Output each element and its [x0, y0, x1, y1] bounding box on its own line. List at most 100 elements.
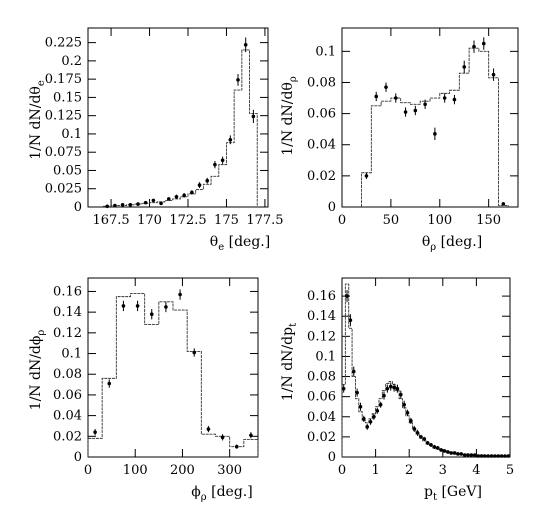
panel-pt: 00.020.040.060.080.10.120.140.160 1 2 3 4 5pt…	[280, 277, 514, 503]
data-point	[419, 435, 423, 439]
data-point	[345, 294, 349, 298]
data-point	[403, 110, 408, 114]
data-point	[164, 305, 168, 309]
y-tick-label: 0.125	[45, 109, 82, 124]
y-axis-title: 1/N dN/dθe	[28, 80, 47, 160]
x-tick-label: 167.5	[92, 213, 129, 228]
x-tick-label: 0	[84, 463, 92, 478]
y-tick-label: 0.12	[307, 329, 336, 344]
data-point	[469, 453, 474, 457]
y-tick-label: 0.06	[307, 107, 336, 122]
data-point	[234, 444, 239, 449]
data-point	[446, 450, 450, 454]
data-point	[382, 393, 386, 398]
y-axis-main: 1/N dN/dθ	[28, 86, 44, 160]
y-tick-label: 0.2	[61, 54, 82, 69]
y-tick-label: 0	[74, 200, 82, 215]
data-point	[220, 435, 225, 440]
data-point	[402, 402, 406, 407]
x-tick-label: 100	[427, 213, 452, 228]
data-point	[236, 78, 240, 82]
data-point	[365, 425, 370, 429]
data-point	[213, 162, 217, 167]
data-point	[399, 392, 403, 397]
y-tick-label: 0.02	[307, 169, 336, 184]
data-point	[481, 41, 486, 46]
x-axis-unit: [deg.]	[436, 234, 482, 250]
data-point	[362, 416, 366, 421]
y-tick-label: 0.025	[45, 182, 82, 197]
y-tick-label: 0.02	[307, 430, 336, 445]
data-point	[385, 386, 390, 391]
data-point	[392, 385, 396, 390]
data-point	[422, 437, 427, 441]
data-point	[341, 386, 346, 391]
data-point	[228, 137, 233, 142]
data-point	[128, 203, 133, 207]
y-axis-title: 1/N dN/dpt	[280, 323, 299, 401]
panel-phi-rho: 0 0.02 0.04 0.06 0.08 0.1 0.12 0.14 0.16 0 100 200 3…	[28, 277, 259, 503]
data-point	[476, 454, 480, 458]
data-point	[462, 453, 467, 457]
x-tick-label: 177.5	[246, 213, 283, 228]
data-point	[459, 452, 464, 456]
data-point	[452, 451, 457, 455]
data-point	[220, 158, 225, 163]
x-axis-symbol: θ	[210, 234, 218, 250]
x-axis-subscript: ρ	[430, 242, 436, 253]
data-point	[182, 193, 186, 198]
data-point	[499, 454, 504, 458]
data-point	[423, 102, 427, 107]
data-point	[439, 448, 443, 452]
data-point	[372, 414, 376, 419]
x-axis-symbol: ϕ	[191, 484, 201, 500]
x-axis-subscript: ρ	[201, 492, 207, 503]
data-point	[452, 97, 457, 102]
data-point	[105, 204, 110, 209]
x-tick-label: 300	[217, 463, 242, 478]
y-tick-label: 0.04	[307, 410, 336, 425]
mc-histogram	[87, 293, 259, 457]
data-point	[425, 441, 430, 445]
data-point	[384, 85, 388, 89]
y-axis-title: 1/N dN/dϕρ	[28, 330, 47, 411]
y-tick-label: 0.1	[61, 347, 82, 362]
data-point	[197, 183, 202, 187]
y-axis-main: 1/N dN/dθ	[280, 82, 296, 156]
x-axis-title: θρ [deg.]	[422, 234, 482, 253]
x-tick-label: 5	[506, 463, 514, 478]
y-axis-title: 1/N dN/dθρ	[280, 76, 299, 156]
x-tick-label: 50	[383, 213, 400, 228]
y-axis-subscript: e	[36, 80, 47, 86]
data-point	[393, 96, 398, 100]
data-point	[174, 194, 179, 199]
data-point	[249, 433, 253, 438]
data-point	[506, 454, 511, 458]
x-tick-label: 100	[123, 463, 148, 478]
data-point	[449, 451, 454, 455]
x-axis-title: θe [deg.]	[210, 234, 270, 253]
data-point	[496, 454, 501, 458]
y-axis-main: 1/N dN/dp	[280, 327, 296, 401]
y-tick-label: 0.08	[307, 75, 336, 90]
data-point	[351, 369, 356, 374]
data-point	[159, 201, 163, 206]
data-point	[456, 452, 460, 456]
data-point	[251, 114, 256, 119]
data-point	[466, 453, 470, 457]
x-axis-symbol: θ	[422, 234, 430, 250]
data-point	[489, 454, 494, 458]
y-tick-label: 0.175	[45, 72, 82, 87]
x-tick-label: 1	[371, 463, 379, 478]
x-tick-label: 150	[476, 213, 501, 228]
y-tick-label: 0	[328, 200, 336, 215]
data-point	[178, 292, 182, 297]
y-tick-label: 0.14	[53, 305, 82, 320]
plot-frame	[341, 27, 519, 208]
y-tick-label: 0.06	[307, 390, 336, 405]
mc-histogram	[361, 47, 509, 207]
x-tick-label: 172.5	[169, 213, 206, 228]
data-point	[413, 108, 418, 113]
y-tick-label: 0	[74, 450, 82, 465]
x-axis-title: pt [GeV]	[424, 484, 482, 503]
